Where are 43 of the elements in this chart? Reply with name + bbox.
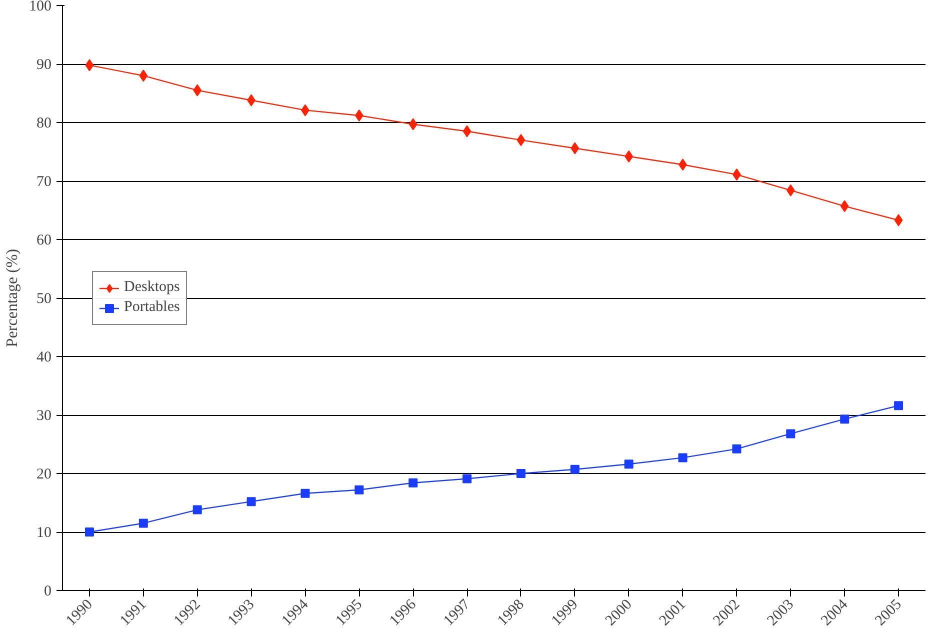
point [570, 464, 580, 474]
point [840, 200, 849, 212]
y-tick-label: 60 [36, 232, 52, 248]
point [354, 109, 364, 122]
point [193, 84, 202, 96]
y-tick-label: 90 [36, 57, 52, 73]
point [624, 460, 634, 469]
point [408, 478, 418, 488]
point [84, 528, 94, 536]
point [462, 474, 472, 484]
x-tick-label: 1991 [117, 596, 150, 630]
point [624, 150, 634, 162]
point [786, 429, 796, 438]
y-tick-label: 10 [36, 525, 52, 541]
legend-label: Desktops [124, 279, 180, 296]
y-tick-label: 70 [36, 174, 52, 190]
point [408, 118, 418, 130]
legend-label: Portables [124, 299, 180, 316]
point [138, 518, 148, 528]
point [139, 70, 148, 82]
point [300, 488, 310, 498]
y-tick-label: 20 [36, 466, 52, 482]
y-tick-label: 0 [44, 584, 52, 600]
point [840, 414, 850, 424]
point [192, 505, 202, 514]
point [894, 214, 903, 226]
y-tick-label: 40 [36, 350, 52, 366]
point [462, 125, 472, 138]
point [570, 142, 580, 154]
y-axis-title: Percentage (%) [4, 248, 21, 348]
y-tick-label: 50 [36, 291, 52, 307]
point [516, 469, 526, 478]
y-tick-label: 80 [36, 116, 52, 132]
point [354, 485, 364, 494]
y-tick-label: 30 [36, 408, 52, 424]
point [516, 134, 526, 146]
point [732, 444, 742, 454]
point [246, 497, 256, 506]
y-tick-label: 100 [29, 0, 52, 14]
point [85, 59, 94, 72]
point [894, 401, 904, 410]
point [786, 184, 795, 196]
point [678, 453, 688, 462]
